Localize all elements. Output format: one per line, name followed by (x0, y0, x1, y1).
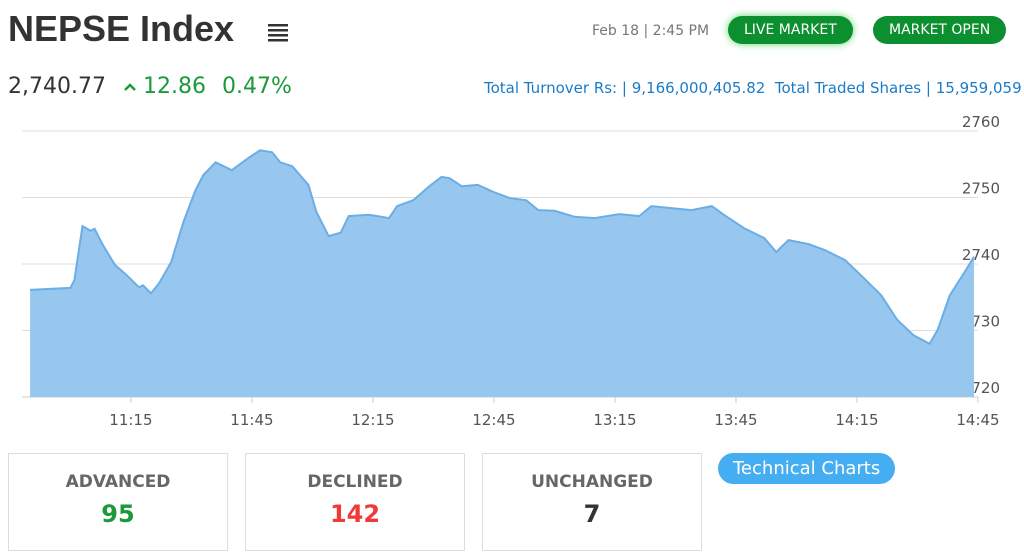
y-tick-label: 2740 (962, 246, 1000, 264)
stat-label: UNCHANGED (531, 472, 653, 492)
line (30, 149, 975, 346)
turnover-label: Total Turnover Rs: | (484, 79, 627, 97)
up-arrow (124, 83, 136, 91)
x-tick-label: 12:45 (472, 411, 515, 429)
x-tick-label: 14:45 (956, 411, 999, 429)
x-tick-label: 11:45 (230, 411, 273, 429)
stat-value: 95 (101, 500, 135, 528)
stat-value: 142 (329, 500, 381, 528)
title: NEPSE Index (8, 8, 235, 49)
shares-label: Total Traded Shares | (774, 79, 931, 97)
x-tick-label: 13:45 (714, 411, 757, 429)
market-open-button[interactable]: MARKET OPEN (873, 16, 1007, 44)
x-tick-label: 13:15 (593, 411, 636, 429)
stat-value: 7 (583, 500, 601, 528)
change: 12.86 (143, 74, 206, 99)
stat-label: DECLINED (307, 472, 403, 492)
turnover: Total Turnover Rs: | 9,166,000,405.82 To… (484, 79, 1022, 97)
x-tick-label: 11:15 (109, 411, 152, 429)
datetime: Feb 18 | 2:45 PM (592, 23, 710, 39)
stat-box: UNCHANGED 7 (482, 453, 702, 551)
live-market-button[interactable]: LIVE MARKET (728, 16, 853, 44)
x-tick-label: 12:15 (351, 411, 394, 429)
turnover-value: 9,166,000,405.82 (631, 79, 766, 97)
stat-label: ADVANCED (65, 472, 171, 492)
x-tick-label: 14:15 (835, 411, 878, 429)
change-percent: 0.47% (222, 74, 292, 99)
shares-value: 15,959,059 (935, 79, 1022, 97)
y-tick-label: 2760 (962, 113, 1000, 131)
technical-charts-button[interactable]: Technical Charts (718, 453, 896, 484)
stat-box: DECLINED 142 (245, 453, 465, 551)
y-tick-label: 2750 (962, 180, 1000, 198)
area (30, 150, 975, 397)
menu-icon[interactable] (268, 22, 290, 42)
stat-box: ADVANCED 95 (8, 453, 228, 551)
index-value: 2,740.77 (8, 74, 106, 99)
